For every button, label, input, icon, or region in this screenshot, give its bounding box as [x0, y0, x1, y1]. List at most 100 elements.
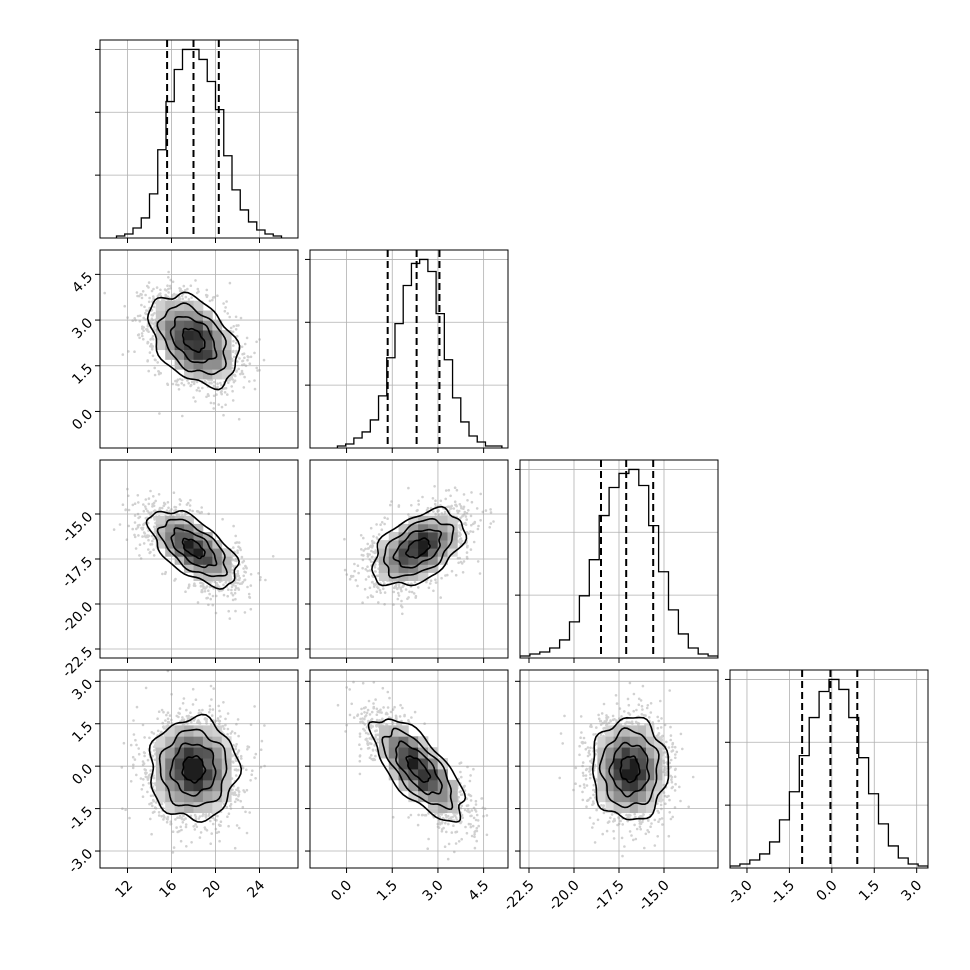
density-cell: [646, 758, 655, 770]
density-cell: [605, 725, 614, 737]
panel-content: [520, 460, 718, 658]
x-tick-label: 1.5: [856, 877, 883, 904]
density-cell: [174, 801, 185, 814]
density-cell: [408, 532, 419, 541]
density-cell: [437, 532, 448, 541]
panel-3-2: [515, 669, 719, 873]
density-cell: [212, 369, 223, 380]
density-cell: [437, 769, 448, 781]
density-cell: [155, 300, 166, 311]
density-cell: [388, 564, 399, 573]
density-cell: [637, 779, 647, 792]
density-cell: [184, 369, 194, 380]
density-cell: [437, 556, 448, 565]
density-cell: [408, 779, 419, 792]
density-cell: [184, 532, 194, 541]
density-cell: [202, 310, 213, 321]
y-tick-label: 1.5: [69, 361, 96, 388]
histogram-0: [115, 48, 283, 238]
x-tick-label: -17.5: [591, 877, 628, 914]
y-tick-label: 3.0: [69, 676, 96, 703]
density-cell: [418, 532, 429, 541]
density-cell: [202, 769, 213, 781]
contour-line: [181, 537, 206, 560]
density-cell: [212, 747, 223, 759]
density-cell: [447, 779, 458, 792]
contour-line: [392, 528, 443, 569]
density-cell: [388, 532, 399, 541]
density-cell: [174, 736, 185, 748]
contour-line: [169, 742, 217, 797]
density-cell: [221, 769, 232, 781]
density-cell: [193, 769, 204, 781]
y-tick-label: 3.0: [69, 315, 96, 342]
density-cell: [605, 801, 614, 814]
density-cell: [408, 736, 419, 748]
density-cell: [165, 779, 176, 792]
panel-2-1: [305, 459, 509, 663]
panel-3-1: [305, 669, 509, 873]
density-cell: [605, 790, 614, 803]
density-cell: [174, 310, 185, 321]
density-cell: [212, 801, 223, 814]
density-cell: [193, 300, 204, 311]
density-cell: [193, 548, 204, 557]
density-cell: [184, 564, 194, 573]
density-cell: [621, 779, 631, 792]
density-cell: [174, 758, 185, 770]
density-cell: [221, 349, 232, 360]
density-cell: [597, 779, 606, 792]
density-cell: [221, 779, 232, 792]
density-cell: [629, 725, 639, 737]
density-cell: [165, 725, 176, 737]
density-cell: [193, 369, 204, 380]
density-cell: [193, 349, 204, 360]
panel-content: [100, 250, 298, 448]
x-tick-label: -3.0: [725, 877, 756, 908]
density-cell: [221, 369, 232, 380]
density-cell: [193, 758, 204, 770]
x-tick-label: 24: [244, 877, 268, 901]
density-cell: [212, 790, 223, 803]
panel-content: [100, 670, 298, 868]
contour-line: [158, 728, 228, 808]
density-cell: [646, 801, 655, 814]
density-cell: [418, 790, 429, 803]
density-cell: [155, 736, 166, 748]
contour-line: [381, 727, 454, 811]
density-cell: [165, 349, 176, 360]
density-cell: [613, 769, 623, 781]
density-cell: [437, 779, 448, 792]
density-cell: [221, 736, 232, 748]
contour-line: [608, 741, 651, 798]
density-cell: [202, 747, 213, 759]
density-cell: [398, 564, 409, 573]
density-cell: [155, 790, 166, 803]
density-cell: [212, 758, 223, 770]
density-cell: [621, 747, 631, 759]
density-cell: [621, 725, 631, 737]
density-cell: [165, 747, 176, 759]
density-cell: [212, 548, 223, 557]
density-cell: [193, 790, 204, 803]
density-cell: [155, 779, 166, 792]
panel-frame: [99, 669, 299, 869]
density-cell: [193, 339, 204, 351]
density-cell: [437, 790, 448, 803]
density-cell: [398, 548, 409, 557]
density-cell: [447, 515, 458, 525]
density-cell: [427, 515, 439, 525]
density-cell: [184, 523, 194, 533]
density-cell: [646, 779, 655, 792]
x-tick-label: 1.5: [374, 877, 401, 904]
density-cell: [202, 320, 213, 331]
panel-3-0: [95, 669, 299, 873]
density-cell: [202, 801, 213, 814]
density-cell: [165, 540, 176, 549]
density-cell: [174, 540, 185, 549]
density-cell: [184, 540, 194, 549]
density-cell: [418, 769, 429, 781]
density-cell: [621, 769, 631, 781]
density-cell: [613, 747, 623, 759]
density-cell: [418, 523, 429, 533]
